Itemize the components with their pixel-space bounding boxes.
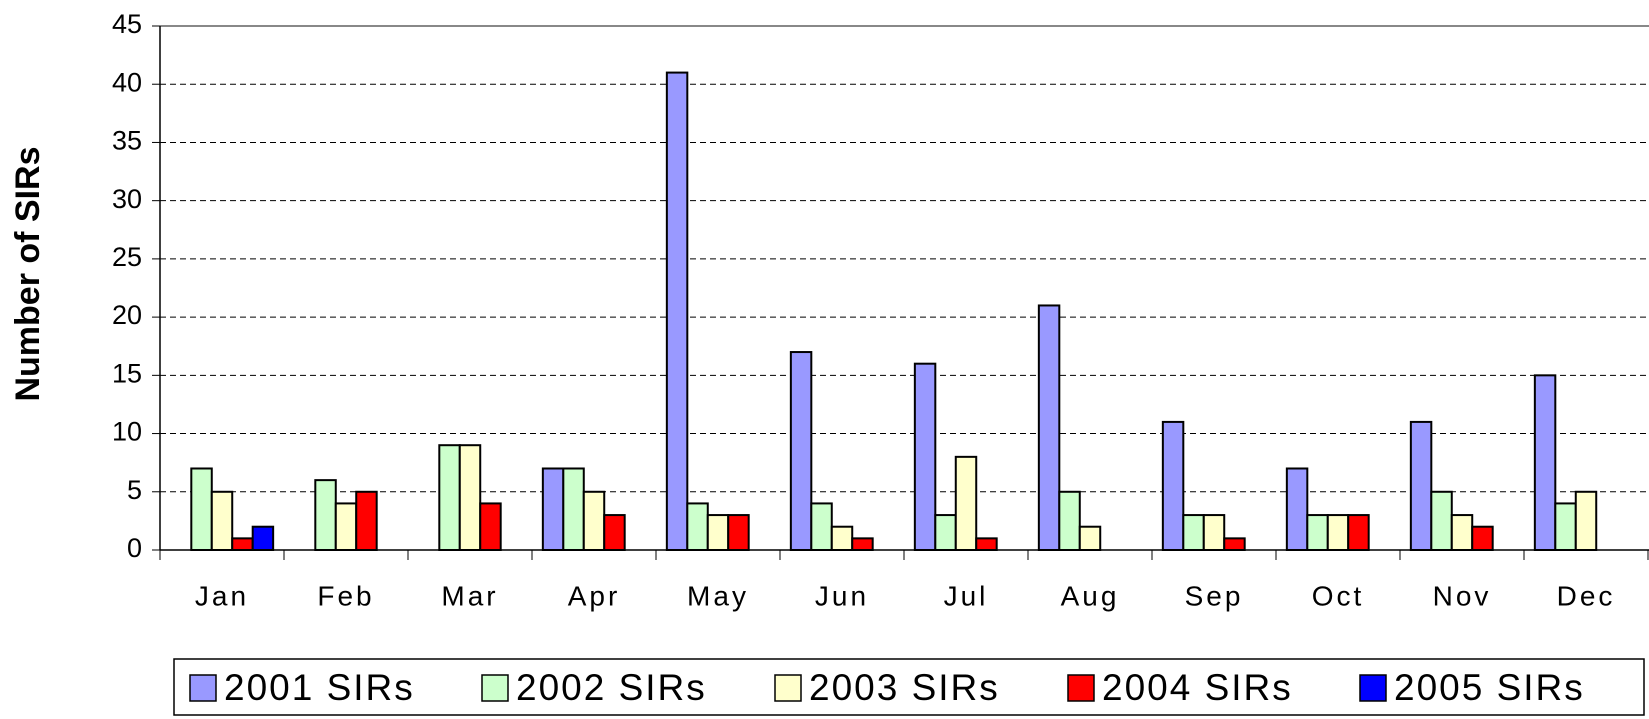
bar bbox=[1326, 514, 1350, 551]
legend-swatch bbox=[774, 674, 802, 702]
legend-label: 2005 SIRs bbox=[1394, 667, 1585, 708]
bar bbox=[1058, 490, 1081, 551]
y-tick-label: 20 bbox=[112, 300, 142, 330]
x-tick-label: May bbox=[687, 580, 749, 611]
bar bbox=[458, 444, 482, 552]
bar bbox=[1450, 514, 1474, 551]
x-tick-label: Jun bbox=[815, 580, 869, 611]
legend-swatch bbox=[189, 674, 217, 702]
y-tick-label: 25 bbox=[112, 242, 142, 272]
bar bbox=[603, 514, 626, 551]
bar bbox=[1554, 502, 1577, 551]
y-tick-label: 0 bbox=[127, 533, 142, 563]
bar bbox=[830, 525, 854, 552]
bar bbox=[1078, 525, 1102, 552]
x-tick-label: Apr bbox=[568, 580, 621, 611]
x-tick-label: Mar bbox=[441, 580, 498, 611]
bar bbox=[913, 362, 937, 552]
bar bbox=[1161, 420, 1185, 551]
bar bbox=[231, 537, 254, 551]
bar bbox=[810, 502, 833, 551]
bar bbox=[479, 502, 502, 551]
bar bbox=[334, 502, 358, 551]
bar bbox=[954, 455, 978, 552]
bar bbox=[975, 537, 998, 551]
bar bbox=[1202, 514, 1226, 551]
x-tick-label: Dec bbox=[1557, 580, 1616, 611]
x-tick-label: Aug bbox=[1061, 580, 1120, 611]
y-tick-label: 45 bbox=[112, 9, 142, 39]
bar bbox=[210, 490, 234, 551]
bar bbox=[1409, 420, 1433, 551]
legend-swatch bbox=[481, 674, 509, 702]
legend-box bbox=[173, 658, 1645, 716]
legend-swatch bbox=[1067, 674, 1095, 702]
bar bbox=[1037, 304, 1061, 552]
bar bbox=[1471, 525, 1494, 552]
bar bbox=[851, 537, 874, 551]
y-tick-label: 40 bbox=[112, 67, 142, 97]
bar bbox=[1347, 514, 1370, 551]
bar bbox=[789, 351, 813, 551]
x-tick-label: Jan bbox=[195, 580, 249, 611]
bar bbox=[190, 467, 213, 551]
x-tick-label: Jul bbox=[944, 580, 989, 611]
bar bbox=[706, 514, 730, 551]
bar bbox=[562, 467, 585, 551]
y-tick-label: 15 bbox=[112, 358, 142, 388]
x-tick-label: Nov bbox=[1433, 580, 1492, 611]
legend-label: 2004 SIRs bbox=[1102, 667, 1293, 708]
x-tick-label: Oct bbox=[1312, 580, 1365, 611]
y-tick-label: 35 bbox=[112, 126, 142, 156]
y-axis-label: Number of SIRs bbox=[9, 146, 47, 401]
bar bbox=[665, 71, 689, 551]
bar bbox=[934, 514, 957, 551]
legend-label: 2003 SIRs bbox=[809, 667, 1000, 708]
bar bbox=[1285, 467, 1309, 551]
bar bbox=[727, 514, 750, 551]
bar bbox=[1574, 490, 1598, 551]
y-tick-label: 10 bbox=[112, 417, 142, 447]
legend-label: 2002 SIRs bbox=[516, 667, 707, 708]
legend-swatch bbox=[1359, 674, 1387, 702]
bar bbox=[1533, 374, 1557, 552]
bar bbox=[582, 490, 606, 551]
legend-label: 2001 SIRs bbox=[224, 667, 415, 708]
bar bbox=[686, 502, 709, 551]
y-tick-label: 30 bbox=[112, 184, 142, 214]
bar bbox=[1306, 514, 1329, 551]
bar bbox=[314, 479, 337, 551]
y-tick-label: 5 bbox=[127, 475, 142, 505]
bar bbox=[251, 525, 275, 552]
bar bbox=[1223, 537, 1246, 551]
bar bbox=[1430, 490, 1453, 551]
bar bbox=[541, 467, 565, 551]
bar bbox=[1182, 514, 1205, 551]
x-tick-label: Sep bbox=[1185, 580, 1244, 611]
bar bbox=[355, 490, 378, 551]
x-tick-label: Feb bbox=[317, 580, 374, 611]
bar bbox=[438, 444, 461, 552]
